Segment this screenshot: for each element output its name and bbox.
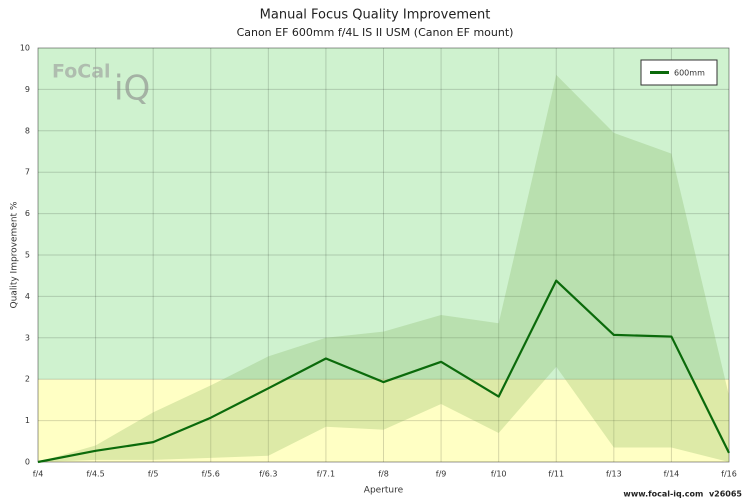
series-line bbox=[37, 279, 730, 464]
x-tick-label: f/9 bbox=[436, 470, 447, 479]
x-tick-label: f/13 bbox=[606, 470, 622, 479]
x-tick-label: f/16 bbox=[721, 470, 737, 479]
x-tick-label: f/10 bbox=[491, 470, 507, 479]
y-tick-label: 0 bbox=[25, 458, 30, 467]
y-tick-label: 1 bbox=[25, 416, 30, 425]
y-tick-label: 6 bbox=[25, 209, 30, 218]
watermark: www.focal-iq.com v26065 bbox=[623, 490, 742, 499]
y-tick-label: 3 bbox=[25, 333, 30, 342]
x-tick-label: f/14 bbox=[664, 470, 680, 479]
x-tick-label: f/4.5 bbox=[86, 470, 104, 479]
y-tick-label: 5 bbox=[25, 251, 30, 260]
logo-mark: iQ bbox=[114, 69, 150, 109]
x-tick-label: f/5 bbox=[148, 470, 159, 479]
zone bbox=[38, 379, 729, 462]
x-tick-label: f/5.6 bbox=[202, 470, 220, 479]
plot-border bbox=[37, 47, 730, 463]
y-tick-label: 8 bbox=[25, 126, 30, 135]
y-tick-label: 10 bbox=[20, 44, 30, 53]
zone bbox=[38, 48, 729, 380]
logo-text: FoCal bbox=[52, 61, 111, 83]
x-tick-label: f/4 bbox=[33, 470, 44, 479]
legend: 600mm bbox=[640, 59, 718, 86]
x-tick-label: f/11 bbox=[548, 470, 564, 479]
x-axis-label: Aperture bbox=[364, 486, 404, 496]
x-tick-label: f/7.1 bbox=[317, 470, 335, 479]
y-tick-label: 9 bbox=[25, 85, 30, 94]
chart-subtitle: Canon EF 600mm f/4L IS II USM (Canon EF … bbox=[237, 26, 514, 39]
legend-label: 600mm bbox=[674, 69, 705, 78]
x-tick-label: f/6.3 bbox=[259, 470, 277, 479]
y-axis-label: Quality Improvement % bbox=[10, 201, 20, 308]
y-tick-label: 4 bbox=[25, 292, 30, 301]
x-tick-label: f/8 bbox=[378, 470, 389, 479]
y-tick-label: 7 bbox=[25, 168, 30, 177]
range-band bbox=[38, 74, 729, 462]
chart-title: Manual Focus Quality Improvement bbox=[260, 8, 491, 23]
y-tick-label: 2 bbox=[25, 375, 30, 384]
